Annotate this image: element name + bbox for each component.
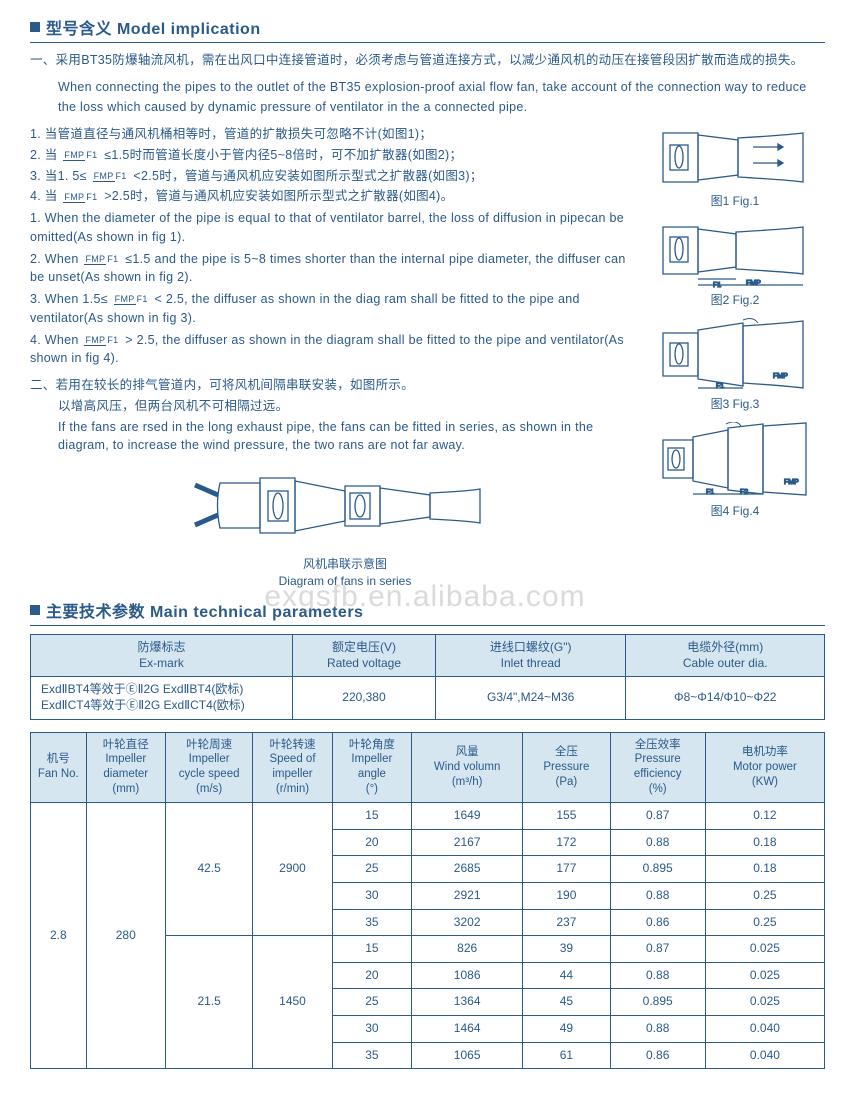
series-label-en: Diagram of fans in series xyxy=(60,574,630,588)
table-cell: Φ8~Φ14/Φ10~Φ22 xyxy=(626,677,825,719)
en-item-2: 2. When FMPF1 ≤1.5 and the pipe is 5~8 t… xyxy=(30,250,630,288)
zh-item-3: 3. 当1. 5≤ FMPF1 <2.5时，管道与通风机应安装如图所示型式之扩散… xyxy=(30,167,630,186)
section-title-2: 主要技术参数 Main technical parameters xyxy=(46,598,363,622)
fig1-label: 图1 Fig.1 xyxy=(658,192,813,209)
svg-text:FMP: FMP xyxy=(746,280,761,287)
en-item-4: 4. When FMPF1 > 2.5, the diffuser as sho… xyxy=(30,331,630,369)
series-label-zh: 风机串联示意图 xyxy=(60,555,630,572)
svg-text:F1: F1 xyxy=(716,383,724,390)
table-cell: ExdⅡBT4等效于ⒺⅡ2G ExdⅡBT4(欧标)ExdⅡCT4等效于ⒺⅡ2G… xyxy=(31,677,293,719)
right-column: 图1 Fig.1 F1 FMP 图2 Fig.2 F1 FMP 图3 Fig.3… xyxy=(645,125,825,598)
intro-zh: 一、采用BT35防爆轴流风机，需在出风口中连接管道时，必须考虑与管道连接方式，以… xyxy=(30,51,825,70)
square-icon xyxy=(30,22,40,32)
section-title: 型号含义 Model implication xyxy=(46,15,261,39)
fig4-label: 图4 Fig.4 xyxy=(658,502,813,519)
en-item-1: 1. When the diameter of the pipe is equa… xyxy=(30,209,630,247)
intro-en: When connecting the pipes to the outlet … xyxy=(30,78,825,117)
square-icon xyxy=(30,605,40,615)
svg-text:F1: F1 xyxy=(706,489,714,496)
figure-2: F1 FMP 图2 Fig.2 xyxy=(658,219,813,308)
part2-en: If the fans are rsed in the long exhaust… xyxy=(30,418,630,456)
left-column: 1. 当管道直径与通风机桶相等时，管道的扩散损失可忽略不计(如图1)； 2. 当… xyxy=(30,125,630,598)
table-cell: G3/4",M24~M36 xyxy=(435,677,626,719)
part2-zh1: 二、若用在较长的排气管道内，可将风机间隔串联安装，如图所示。 xyxy=(30,376,630,395)
part2-zh2: 以增高风压，但两台风机不可相隔过远。 xyxy=(30,397,630,416)
ex-mark-table: 防爆标志Ex-mark 额定电压(V)Rated voltage 进线口螺纹(G… xyxy=(30,634,825,719)
fig3-label: 图3 Fig.3 xyxy=(658,395,813,412)
svg-text:FMP: FMP xyxy=(773,373,788,380)
section-header-model: 型号含义 Model implication xyxy=(30,15,825,43)
figure-4: F1 F2 FMP 图4 Fig.4 xyxy=(658,422,813,519)
series-fan-svg xyxy=(190,463,500,548)
zh-item-1: 1. 当管道直径与通风机桶相等时，管道的扩散损失可忽略不计(如图1)； xyxy=(30,125,630,144)
en-item-3: 3. When 1.5≤ FMPF1 < 2.5, the diffuser a… xyxy=(30,290,630,328)
table-row: 2.828042.529001516491550.870.12 xyxy=(31,803,825,830)
zh-item-2: 2. 当 FMPF1 ≤1.5时而管道长度小于管内径5~8倍时，可不加扩散器(如… xyxy=(30,146,630,165)
figure-3: F1 FMP 图3 Fig.3 xyxy=(658,318,813,412)
series-diagram: 风机串联示意图 Diagram of fans in series xyxy=(60,463,630,588)
figure-1: 图1 Fig.1 xyxy=(658,125,813,209)
svg-text:FMP: FMP xyxy=(784,479,799,486)
zh-item-4: 4. 当 FMPF1 >2.5时，管道与通风机应安装如图所示型式之扩散器(如图4… xyxy=(30,187,630,206)
content-row: 1. 当管道直径与通风机桶相等时，管道的扩散损失可忽略不计(如图1)； 2. 当… xyxy=(30,125,825,598)
svg-text:F2: F2 xyxy=(740,489,748,496)
fig2-label: 图2 Fig.2 xyxy=(658,291,813,308)
section-header-params: 主要技术参数 Main technical parameters xyxy=(30,598,825,626)
table-cell: 220,380 xyxy=(293,677,436,719)
spec-table: 机号Fan No. 叶轮直径Impellerdiameter(mm) 叶轮周速I… xyxy=(30,732,825,1070)
